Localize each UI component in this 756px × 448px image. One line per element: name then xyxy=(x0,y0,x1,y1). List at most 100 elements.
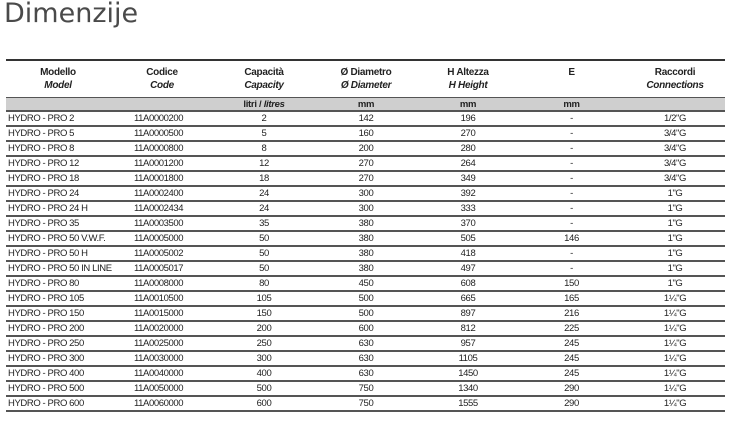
cell-code: 11A0010500 xyxy=(110,291,214,307)
cell-model: HYDRO - PRO 250 xyxy=(6,336,110,352)
table-row: HYDRO - PRO 500 11A0050000 500 750 1340 290 1¼… xyxy=(6,381,725,397)
cell-e: - xyxy=(518,111,625,127)
cell-connections: 1¼"G xyxy=(625,366,725,382)
cell-diameter: 300 xyxy=(314,186,418,202)
cell-connections: 1"G xyxy=(625,186,725,202)
cell-capacity: 200 xyxy=(214,321,314,337)
table-row: HYDRO - PRO 50 IN LINE 11A0005017 50 380 497… xyxy=(6,261,725,277)
cell-diameter: 500 xyxy=(314,306,418,322)
cell-connections: 1¼"G xyxy=(625,336,725,352)
page-title: Dimenzije xyxy=(4,0,139,29)
table-row: HYDRO - PRO 24 H 11A0002434 24 300 333-1"G xyxy=(6,201,725,217)
cell-e: 165 xyxy=(518,291,625,307)
table-row: HYDRO - PRO 80 11A0008000 80 450 608 150 1"G xyxy=(6,276,725,292)
cell-diameter: 380 xyxy=(314,216,418,232)
cell-connections: 1"G xyxy=(625,201,725,217)
cell-connections: 1¼"G xyxy=(625,396,725,412)
cell-diameter: 270 xyxy=(314,156,418,172)
cell-capacity: 35 xyxy=(214,216,314,232)
unit-capacity: litri / litres xyxy=(214,97,314,112)
cell-height: 280 xyxy=(418,141,518,157)
cell-code: 11A0000800 xyxy=(110,141,214,157)
cell-e: - xyxy=(518,171,625,187)
cell-diameter: 500 xyxy=(314,291,418,307)
cell-e: - xyxy=(518,201,625,217)
cell-height: 392 xyxy=(418,186,518,202)
header-capacity: Capacità Capacity xyxy=(214,59,314,98)
cell-model: HYDRO - PRO 24 xyxy=(6,186,110,202)
cell-capacity: 50 xyxy=(214,246,314,262)
cell-height: 349 xyxy=(418,171,518,187)
cell-code: 11A0001200 xyxy=(110,156,214,172)
cell-model: HYDRO - PRO 150 xyxy=(6,306,110,322)
table-row: HYDRO - PRO 12 11A0001200 12 270 264-3/4"G xyxy=(6,156,725,172)
cell-diameter: 630 xyxy=(314,351,418,367)
cell-height: 665 xyxy=(418,291,518,307)
cell-connections: 3/4"G xyxy=(625,141,725,157)
cell-capacity: 250 xyxy=(214,336,314,352)
cell-diameter: 630 xyxy=(314,366,418,382)
cell-model: HYDRO - PRO 2 xyxy=(6,111,110,127)
cell-capacity: 600 xyxy=(214,396,314,412)
cell-height: 1450 xyxy=(418,366,518,382)
cell-capacity: 50 xyxy=(214,231,314,247)
cell-diameter: 200 xyxy=(314,141,418,157)
cell-diameter: 270 xyxy=(314,171,418,187)
table-row: HYDRO - PRO 300 11A0030000 300 630 1105 245 1¼… xyxy=(6,351,725,367)
cell-capacity: 500 xyxy=(214,381,314,397)
cell-capacity: 400 xyxy=(214,366,314,382)
cell-connections: 1/2"G xyxy=(625,111,725,127)
table-row: HYDRO - PRO 105 11A0010500 105 500 665 165 1¼"… xyxy=(6,291,725,307)
header-code: Codice Code xyxy=(110,59,214,98)
cell-diameter: 160 xyxy=(314,126,418,142)
cell-connections: 1¼"G xyxy=(625,381,725,397)
cell-capacity: 24 xyxy=(214,186,314,202)
cell-height: 196 xyxy=(418,111,518,127)
cell-height: 264 xyxy=(418,156,518,172)
header-model: Modello Model xyxy=(6,59,110,98)
cell-height: 333 xyxy=(418,201,518,217)
table-row: HYDRO - PRO 50 V.W.F. 11A0005000 50 380 505 1… xyxy=(6,231,725,247)
cell-height: 608 xyxy=(418,276,518,292)
cell-capacity: 12 xyxy=(214,156,314,172)
cell-height: 505 xyxy=(418,231,518,247)
cell-model: HYDRO - PRO 35 xyxy=(6,216,110,232)
cell-capacity: 2 xyxy=(214,111,314,127)
cell-e: - xyxy=(518,126,625,142)
cell-capacity: 150 xyxy=(214,306,314,322)
cell-model: HYDRO - PRO 24 H xyxy=(6,201,110,217)
cell-connections: 1"G xyxy=(625,231,725,247)
cell-code: 11A0000500 xyxy=(110,126,214,142)
cell-model: HYDRO - PRO 500 xyxy=(6,381,110,397)
cell-capacity: 24 xyxy=(214,201,314,217)
table-row: HYDRO - PRO 2 11A0000200 2 142 196-1/2"G xyxy=(6,111,725,127)
unit-diameter: mm xyxy=(314,97,418,112)
unit-empty xyxy=(625,97,725,112)
cell-model: HYDRO - PRO 400 xyxy=(6,366,110,382)
cell-e: 245 xyxy=(518,351,625,367)
table-row: HYDRO - PRO 18 11A0001800 18 270 349-3/4"G xyxy=(6,171,725,187)
cell-connections: 1¼"G xyxy=(625,306,725,322)
cell-connections: 1"G xyxy=(625,246,725,262)
cell-height: 418 xyxy=(418,246,518,262)
cell-code: 11A0060000 xyxy=(110,396,214,412)
cell-e: 146 xyxy=(518,231,625,247)
header-diameter: Ø Diametro Ø Diameter xyxy=(314,59,418,98)
cell-diameter: 630 xyxy=(314,336,418,352)
cell-e: - xyxy=(518,246,625,262)
cell-code: 11A0015000 xyxy=(110,306,214,322)
cell-model: HYDRO - PRO 600 xyxy=(6,396,110,412)
cell-code: 11A0005000 xyxy=(110,231,214,247)
cell-e: 150 xyxy=(518,276,625,292)
cell-capacity: 8 xyxy=(214,141,314,157)
unit-e: mm xyxy=(518,97,625,112)
cell-e: - xyxy=(518,261,625,277)
cell-height: 497 xyxy=(418,261,518,277)
cell-code: 11A0002434 xyxy=(110,201,214,217)
cell-e: 290 xyxy=(518,396,625,412)
cell-diameter: 750 xyxy=(314,381,418,397)
unit-height: mm xyxy=(418,97,518,112)
cell-e: 216 xyxy=(518,306,625,322)
cell-model: HYDRO - PRO 50 V.W.F. xyxy=(6,231,110,247)
cell-code: 11A0040000 xyxy=(110,366,214,382)
